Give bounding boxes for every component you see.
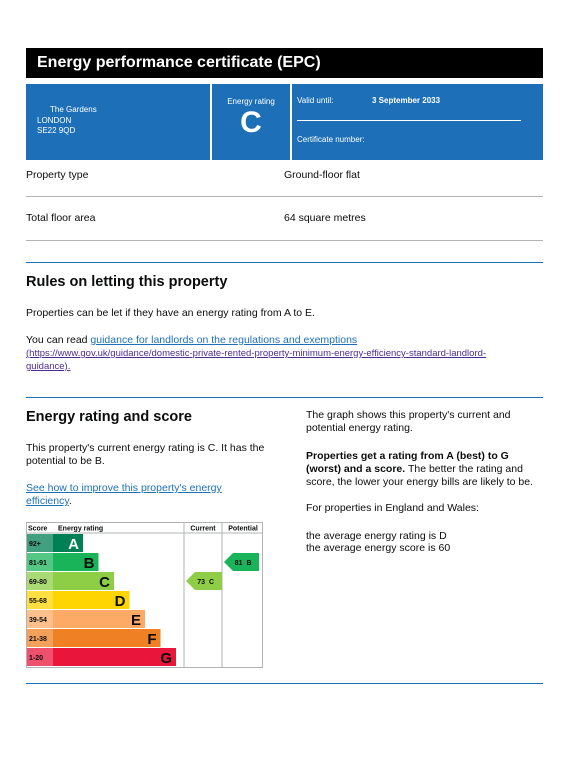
band-letter: D — [115, 593, 126, 610]
paragraph: the average energy rating is D — [306, 530, 447, 542]
link-url[interactable]: (https://www.gov.uk/guidance/domestic-pr… — [26, 348, 487, 372]
band-bar — [53, 610, 145, 628]
paragraph: This property's current energy rating is… — [26, 442, 265, 467]
column-header: Score — [28, 526, 48, 533]
band-letter: F — [147, 631, 156, 648]
score-range: 21-38 — [29, 636, 47, 643]
chart-frame — [26, 522, 263, 668]
section-rule — [26, 397, 543, 398]
text: The better the rating and score, the low… — [306, 463, 534, 488]
bold-text: Properties get a rating from A (best) to… — [306, 450, 509, 475]
paragraph: The graph shows this property's current … — [306, 409, 511, 434]
score-range: 92+ — [29, 541, 41, 548]
band-letter: B — [84, 555, 95, 572]
address-line: The Gardens — [50, 105, 97, 114]
summary-box: The Gardens LONDON SE22 9QD Energy ratin… — [26, 84, 543, 160]
paragraph: See how to improve this property's energ… — [26, 482, 246, 508]
section-heading: Energy rating and score — [26, 409, 192, 425]
text: You can read — [26, 334, 88, 346]
score-cell — [27, 610, 53, 628]
paragraph: Properties get a rating from A (best) to… — [306, 450, 546, 489]
valid-until-label: Valid until: — [297, 96, 334, 105]
address-line: SE22 9QD — [37, 126, 76, 135]
certificate-number-label: Certificate number: — [297, 135, 365, 144]
link[interactable]: See how to improve this property's energ… — [26, 482, 222, 507]
current-arrow — [186, 572, 222, 590]
current-score: 73 — [197, 579, 205, 586]
band-letter: A — [68, 536, 79, 553]
band-bar — [53, 591, 130, 609]
band-letter: E — [131, 612, 141, 629]
score-range: 69-80 — [29, 579, 47, 586]
detail-label: Property type — [26, 169, 89, 181]
section-heading: Rules on letting this property — [26, 274, 228, 290]
rating-label: Energy rating — [227, 97, 275, 106]
score-range: 55-68 — [29, 598, 47, 605]
score-cell — [27, 572, 53, 590]
paragraph: You can read guidance for landlords on t… — [26, 334, 511, 373]
divider — [210, 84, 212, 160]
score-range: 1-20 — [29, 655, 43, 662]
link[interactable]: guidance for landlords on the regulation… — [90, 334, 358, 346]
column-header: Potential — [228, 526, 258, 533]
title: Energy performance certificate (EPC) — [37, 54, 321, 71]
band-bar — [53, 553, 99, 571]
column-header: Current — [190, 526, 216, 533]
band-letter: G — [160, 650, 172, 667]
potential-band: B — [247, 560, 252, 567]
detail-label: Total floor area — [26, 212, 96, 224]
paragraph: For properties in England and Wales: — [306, 502, 479, 514]
potential-arrow — [224, 553, 259, 571]
detail-value: Ground-floor flat — [284, 169, 360, 181]
band-bar — [53, 648, 176, 666]
potential-score: 81 — [235, 560, 243, 567]
score-range: 39-54 — [29, 617, 47, 624]
section-rule — [26, 262, 543, 263]
score-cell — [27, 629, 53, 647]
paragraph: the average energy score is 60 — [306, 542, 451, 554]
rule — [26, 240, 543, 241]
score-cell — [27, 553, 53, 571]
score-cell — [27, 534, 53, 552]
text: . — [68, 495, 72, 507]
divider — [290, 84, 292, 160]
score-cell — [27, 648, 53, 666]
header-bar: Energy performance certificate (EPC) — [26, 48, 543, 78]
paragraph: Properties can be let if they have an en… — [26, 307, 315, 319]
section-rule — [26, 683, 543, 684]
score-cell — [27, 591, 53, 609]
valid-until: 3 September 2033 — [372, 96, 441, 105]
band-bar — [53, 572, 114, 590]
address-line: LONDON — [37, 116, 72, 125]
band-bar — [53, 534, 83, 552]
score-range: 81-91 — [29, 560, 47, 567]
band-bar — [53, 629, 161, 647]
current-band: C — [209, 579, 214, 586]
rule — [26, 196, 543, 197]
divider — [297, 120, 521, 121]
column-header: Energy rating — [58, 526, 103, 533]
detail-value: 64 square metres — [284, 212, 366, 224]
rating: C — [240, 106, 262, 139]
rating-chart: Score Energy rating Current Potential 92+ A 81… — [26, 522, 263, 668]
band-letter: C — [99, 574, 110, 591]
